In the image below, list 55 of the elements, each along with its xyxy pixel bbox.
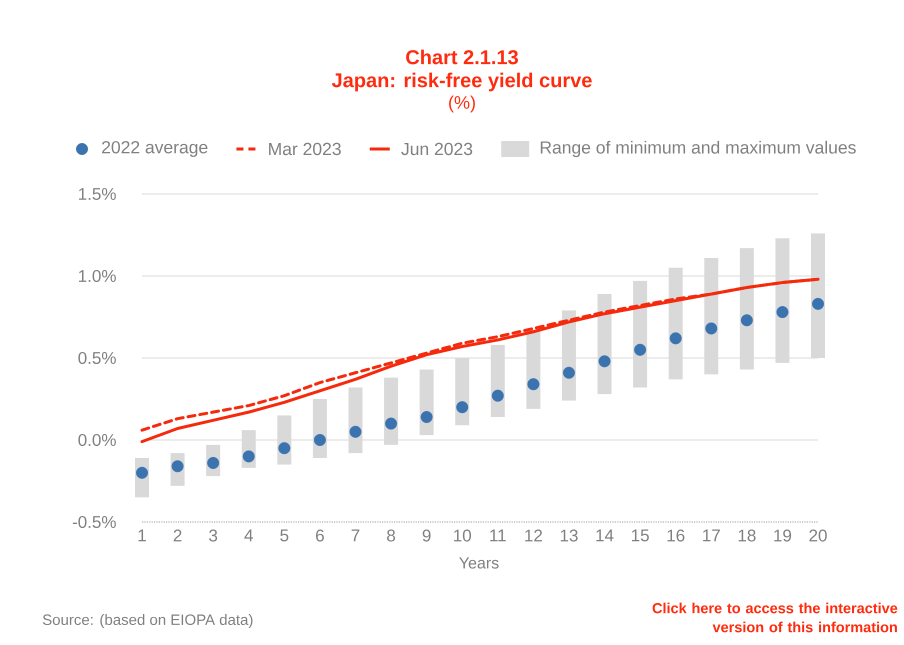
- x-tick-label: 20: [809, 530, 827, 542]
- point: [705, 322, 718, 334]
- text: Click here to access the interactive version of this information: [652, 602, 898, 632]
- point: [278, 442, 290, 454]
- x-tick-label: 2: [174, 530, 182, 542]
- point: [456, 401, 468, 414]
- x-tick-label: 7: [352, 530, 360, 542]
- legend-label: 2022 average: [102, 141, 208, 157]
- point: [207, 456, 220, 469]
- point: [740, 314, 753, 326]
- y-tick-label: 0.5%: [78, 352, 116, 364]
- point: [670, 332, 682, 344]
- y-tick-label: 0.0%: [78, 434, 116, 446]
- point: [385, 418, 398, 430]
- x-tick-label: 16: [668, 530, 684, 542]
- x-tick-label: 17: [703, 530, 720, 542]
- x-tick-label: 19: [774, 530, 792, 542]
- x-tick-label: 10: [454, 530, 472, 542]
- point: [634, 344, 646, 356]
- legend-label: Jun 2023: [401, 142, 472, 156]
- chart-subtitle: Japan: risk-free yield curve: [332, 72, 592, 92]
- x-tick-label: 4: [244, 530, 253, 542]
- point: [172, 460, 184, 472]
- point: [527, 378, 540, 390]
- point: [242, 450, 255, 462]
- x-tick-label: 6: [316, 530, 324, 542]
- point: [598, 355, 611, 368]
- point: [136, 466, 148, 479]
- x-tick-label: 12: [525, 530, 542, 542]
- x-tick-label: 9: [422, 530, 431, 542]
- point: [812, 298, 824, 310]
- point: [492, 390, 504, 402]
- source-note: Source: (based on EIOPA data): [42, 614, 252, 628]
- x-tick-label: 15: [632, 530, 649, 542]
- x-tick-label: 14: [596, 530, 614, 542]
- point: [349, 426, 362, 438]
- y-tick-label: -0.5%: [72, 516, 116, 528]
- point: [562, 366, 575, 379]
- legend-label: Mar 2023: [269, 142, 341, 156]
- x-tick-label: 8: [387, 530, 396, 542]
- x-tick-label: 18: [738, 530, 756, 542]
- x-tick-label: 13: [560, 530, 578, 542]
- y-tick-label: 1.0%: [79, 270, 116, 282]
- x-tick-label: 3: [209, 530, 218, 542]
- x-axis-title: Years: [459, 557, 499, 569]
- point: [420, 411, 433, 424]
- x-tick-label: 5: [280, 530, 288, 542]
- x-tick-label: 11: [490, 530, 506, 542]
- legend-label: Range of minimum and maximum values: [540, 140, 856, 158]
- chart-title: Chart 2.1.13: [406, 50, 518, 64]
- x-tick-label: 1: [138, 530, 146, 542]
- point: [314, 434, 326, 446]
- text: (%): [449, 96, 475, 112]
- point: [776, 306, 788, 318]
- y-tick-label: 1.5%: [79, 188, 116, 200]
